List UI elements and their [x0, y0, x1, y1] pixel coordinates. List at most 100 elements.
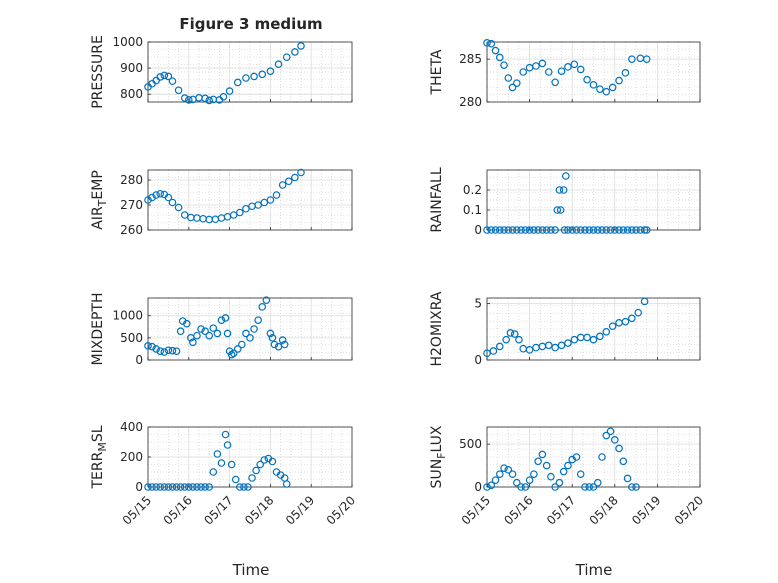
data-point [205, 96, 214, 105]
data-point [589, 81, 598, 89]
subplot-7: 0 200 400 05/15 05/16 05/17 05/18 05/19 05/20 TER… [90, 420, 358, 528]
data-point [619, 226, 628, 234]
data-point [608, 322, 617, 330]
data-point [530, 226, 538, 234]
y-tick-label: 400 [120, 420, 143, 434]
y-tick-label: 280 [459, 95, 482, 109]
data-point [297, 42, 305, 50]
data-point [297, 168, 305, 177]
axes-box [147, 297, 353, 361]
data-point [547, 472, 555, 481]
data-point [246, 334, 254, 342]
data-point [585, 483, 594, 491]
subplot-1: 800 900 1000 PRESSURE [90, 35, 353, 109]
data-point [280, 340, 289, 349]
data-point [160, 483, 169, 491]
data-point [608, 83, 617, 92]
axes-box [147, 41, 353, 103]
data-point [229, 211, 238, 219]
subplot-4: 0 0.1 0.2 RAINFALL [429, 167, 701, 237]
data-point [534, 226, 542, 234]
data-point [504, 466, 513, 474]
axes-box [486, 169, 701, 231]
data-point [266, 329, 275, 338]
data-point [223, 329, 232, 338]
x-tick-label: 05/17 [544, 493, 578, 527]
series-markers [144, 42, 305, 105]
data-point [560, 226, 569, 234]
grid [148, 170, 352, 230]
data-point [242, 204, 250, 213]
series-markers [483, 297, 649, 358]
data-point [278, 336, 287, 344]
data-point [576, 226, 585, 234]
series-markers [483, 427, 640, 491]
data-point [640, 226, 649, 234]
data-point [525, 226, 534, 234]
data-point [262, 296, 271, 305]
x-tick-label: 05/16 [161, 493, 195, 527]
subplot-grid: 800 900 1000 PRESSURE 280 285 THETA 260 270 280 AI… [90, 35, 706, 528]
data-point [585, 226, 594, 234]
data-point [615, 76, 623, 85]
data-point [231, 475, 240, 484]
data-point [189, 483, 197, 491]
data-point [168, 77, 177, 85]
data-point [506, 329, 515, 337]
subplot-3: 260 270 280 AIRTEMP [90, 168, 353, 237]
grid [487, 427, 700, 487]
data-point [551, 226, 559, 234]
data-point [254, 316, 262, 324]
data-point [164, 346, 173, 355]
x-tick-label: 05/19 [283, 493, 317, 527]
data-point [495, 226, 504, 234]
data-point [185, 483, 193, 491]
data-point [229, 349, 238, 358]
data-point [483, 226, 491, 234]
x-tick-label: 05/16 [501, 493, 535, 527]
y-tick-label: 0 [474, 480, 482, 494]
y-tick-label: 0 [474, 223, 482, 237]
data-point [615, 444, 623, 453]
data-point [160, 71, 169, 80]
data-point [213, 450, 222, 458]
data-point [589, 226, 598, 234]
data-point [500, 226, 508, 234]
series-markers [144, 168, 305, 224]
y-axis-label: AIRTEMP [90, 170, 109, 230]
data-point [201, 94, 209, 103]
data-point [180, 94, 189, 102]
data-point [570, 60, 579, 69]
data-point [225, 87, 234, 95]
data-point [642, 226, 651, 234]
data-point [193, 483, 201, 491]
x-tick-label: 05/18 [587, 493, 621, 527]
data-point [156, 73, 165, 81]
data-point [148, 483, 156, 491]
data-point [628, 314, 636, 323]
y-tick-label: 800 [120, 87, 143, 101]
y-axis-label: RAINFALL [429, 167, 445, 232]
data-point [642, 55, 651, 63]
data-point [209, 468, 218, 476]
data-point [610, 226, 619, 234]
data-point [242, 329, 250, 338]
y-axis-label: PRESSURE [90, 35, 106, 109]
series-markers [483, 39, 651, 96]
data-point [250, 325, 258, 333]
x-tick-label: 05/15 [120, 493, 154, 527]
data-point [168, 346, 177, 355]
data-point [274, 60, 283, 68]
data-point [530, 470, 538, 478]
data-point [572, 226, 581, 234]
data-point [144, 342, 152, 350]
data-point [256, 460, 265, 469]
axes-box [147, 169, 353, 231]
y-tick-label: 900 [120, 61, 143, 75]
data-point [564, 461, 572, 470]
data-point [156, 347, 165, 355]
data-point [515, 335, 523, 344]
data-point [621, 69, 630, 77]
x-tick-label: 05/19 [629, 493, 663, 527]
data-point [564, 226, 572, 234]
